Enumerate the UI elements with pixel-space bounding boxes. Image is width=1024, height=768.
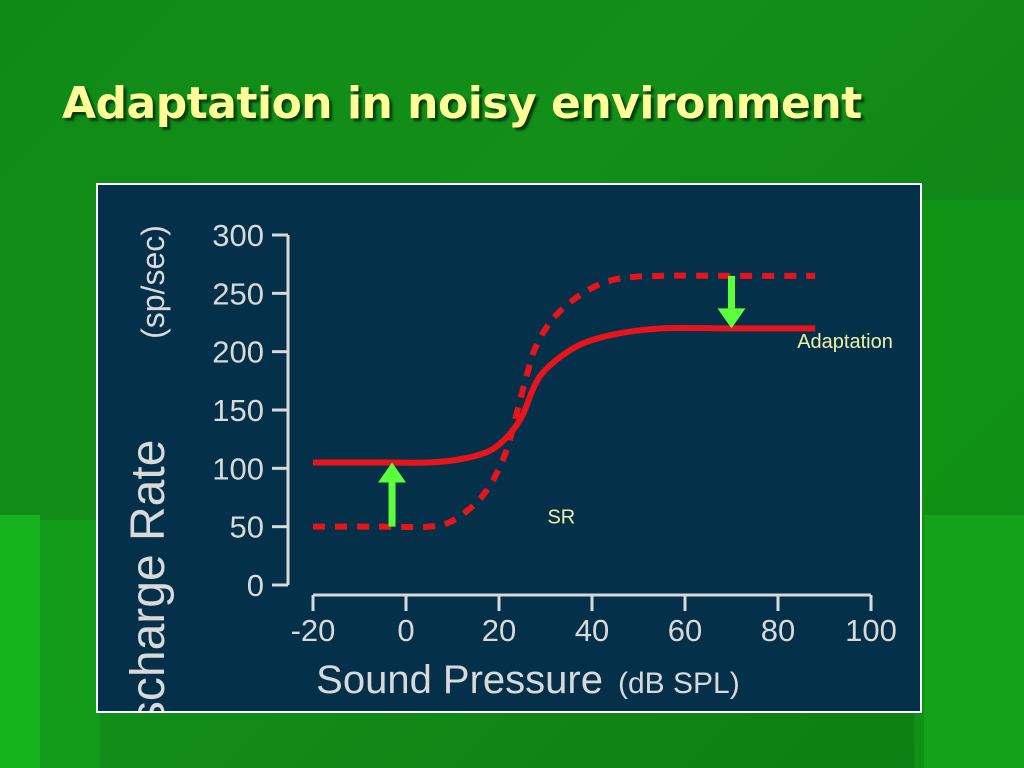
annotations-group: SR Adaptation <box>547 331 892 529</box>
x-axis-label-main: Sound Pressure <box>316 658 603 702</box>
annotation-adaptation: Adaptation <box>797 331 893 353</box>
y-axis-label-main: Discharge Rate <box>122 440 175 711</box>
y-tick-label: 300 <box>212 218 264 253</box>
y-tick-label: 100 <box>212 451 264 486</box>
decor-bar-right-lower <box>924 515 1024 768</box>
decor-bar-left <box>0 515 40 768</box>
y-tick-label: 250 <box>212 276 264 311</box>
arrow-head <box>717 308 746 329</box>
y-axis-label-unit: (sp/sec) <box>135 225 171 339</box>
x-tick-label: 0 <box>397 613 414 648</box>
axes: 0 50 100 150 200 250 300 -20 0 20 40 60 80 100 <box>212 218 897 648</box>
x-tick-label: 20 <box>482 613 516 648</box>
series-line-dashed <box>312 272 816 531</box>
series-group <box>312 272 816 531</box>
x-tick-label: 60 <box>668 613 702 648</box>
arrow-head <box>378 462 407 483</box>
y-tick-label: 200 <box>212 335 264 370</box>
series-line-solid <box>313 324 816 466</box>
x-axis-label-unit: (dB SPL) <box>618 667 740 700</box>
y-axis-label: Discharge Rate (sp/sec) <box>122 225 175 711</box>
annotation-sr: SR <box>547 507 575 529</box>
x-tick-label: 40 <box>575 613 609 648</box>
discharge-rate-chart: Discharge Rate (sp/sec) 0501001502002503… <box>122 218 897 711</box>
arrows-group <box>378 275 746 527</box>
chart-frame: Discharge Rate (sp/sec) 0 50 100 150 200 250 3… <box>96 183 922 713</box>
x-tick-label: 100 <box>845 613 897 648</box>
decor-bar-left-inner <box>40 520 100 768</box>
slide-title: Adaptation in noisy environment <box>62 78 862 129</box>
x-tick-label: -20 <box>291 613 336 648</box>
x-tick-label: 80 <box>761 613 795 648</box>
y-tick-label: 0 <box>247 568 264 603</box>
y-tick-label: 150 <box>212 393 264 428</box>
y-tick-label: 50 <box>230 510 264 545</box>
